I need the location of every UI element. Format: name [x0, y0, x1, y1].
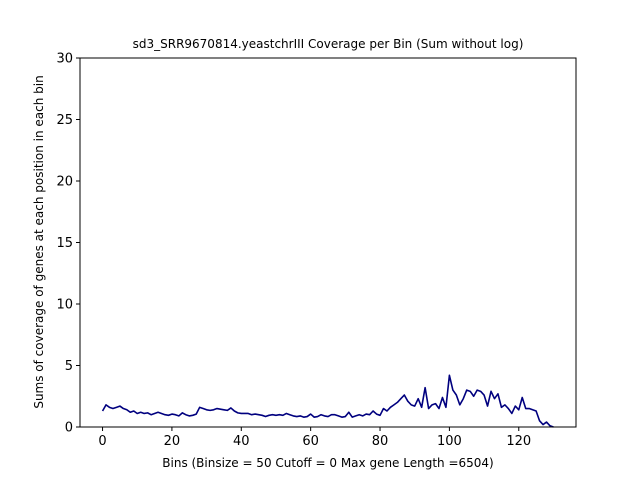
x-axis-label: Bins (Binsize = 50 Cutoff = 0 Max gene L… — [162, 456, 493, 470]
y-tick-label: 20 — [56, 175, 73, 190]
x-tick-label: 120 — [506, 434, 531, 449]
plot-frame — [79, 57, 577, 428]
y-tick-label: 25 — [56, 113, 73, 128]
coverage-series-line — [101, 374, 554, 428]
y-axis-label: Sums of coverage of genes at each positi… — [32, 75, 46, 408]
x-tick-label: 0 — [98, 434, 106, 449]
plot-area: 0 20 40 60 80 100 120 0 5 10 15 20 25 30 — [56, 52, 577, 449]
y-tick-label: 15 — [56, 236, 73, 251]
chart-title: sd3_SRR9670814.yeastchrIII Coverage per … — [133, 37, 524, 51]
x-tick-label: 40 — [233, 434, 250, 449]
y-tick-label: 0 — [65, 421, 73, 436]
y-tick-label: 5 — [65, 359, 73, 374]
x-tick-label: 100 — [437, 434, 462, 449]
x-tick-label: 20 — [164, 434, 181, 449]
x-tick-label: 80 — [372, 434, 389, 449]
y-tick-label: 10 — [56, 298, 73, 313]
y-tick-label: 30 — [56, 52, 73, 67]
x-tick-label: 60 — [302, 434, 319, 449]
